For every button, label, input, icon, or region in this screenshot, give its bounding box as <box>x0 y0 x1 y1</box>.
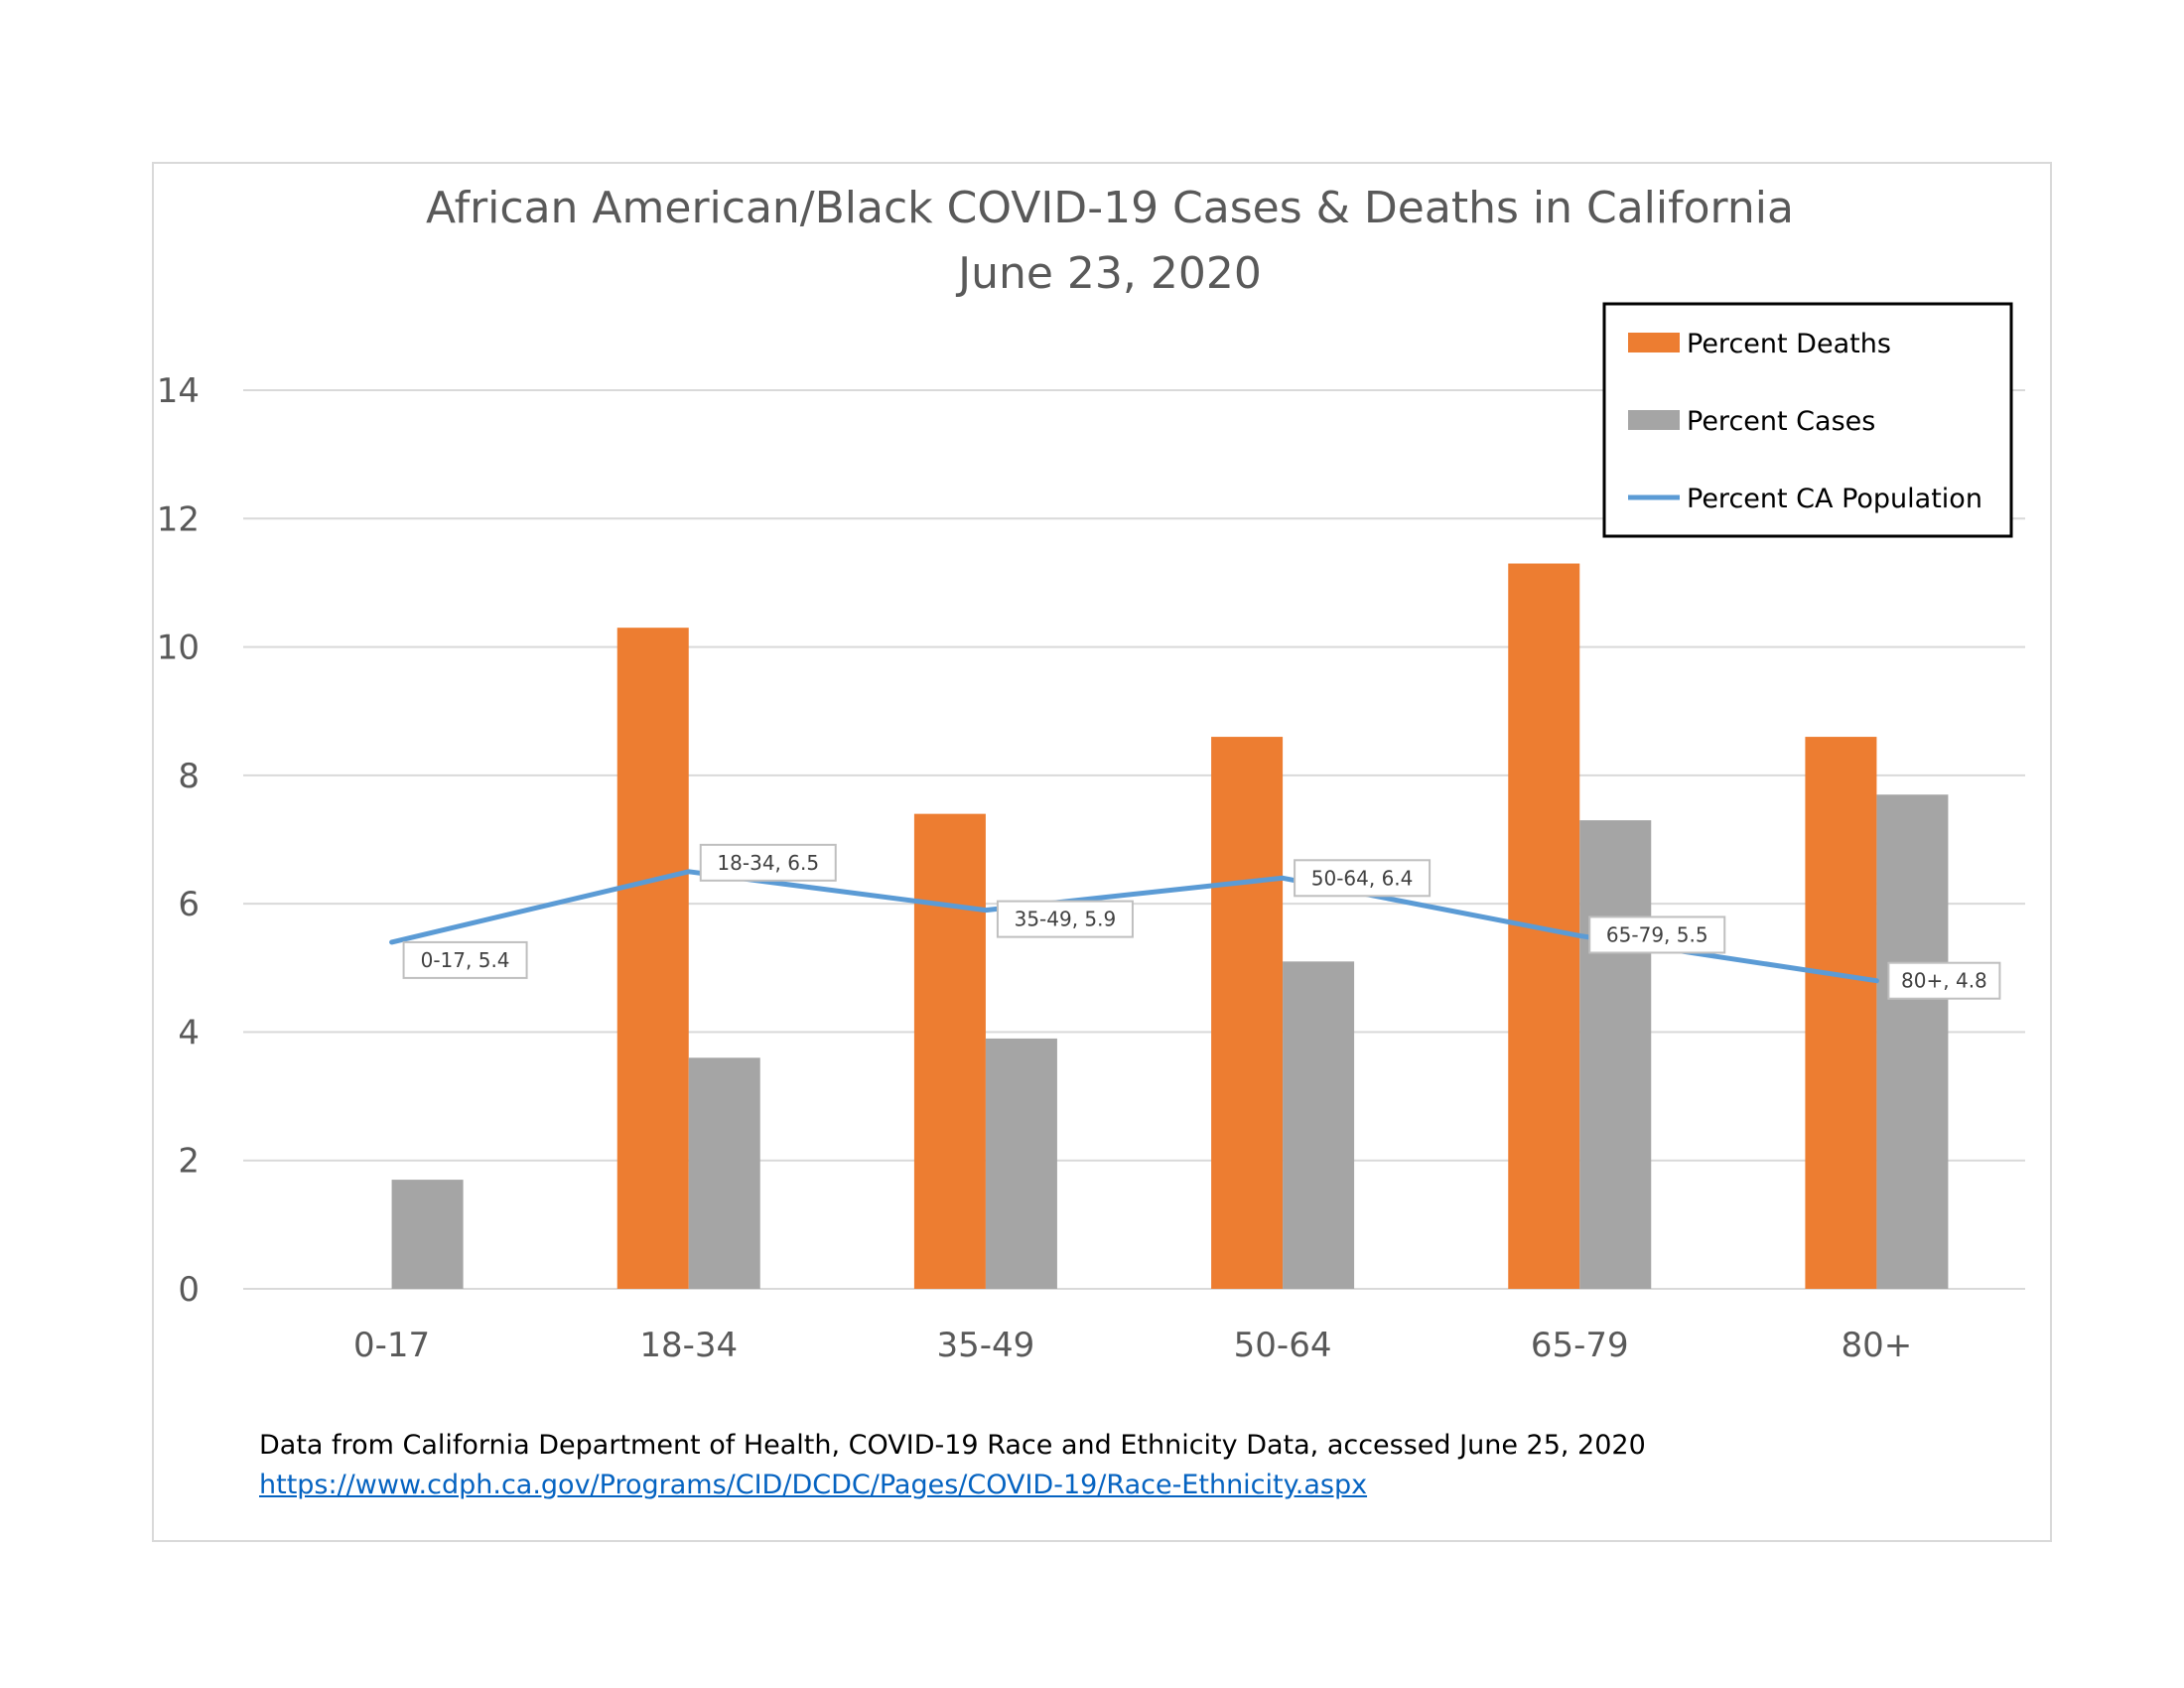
legend-label: Percent CA Population <box>1687 484 1982 514</box>
y-tick-label: 0 <box>178 1270 200 1310</box>
bar-percent-cases <box>1579 820 1652 1289</box>
y-tick-label: 8 <box>178 757 200 796</box>
y-tick-label: 14 <box>157 371 200 411</box>
bar-percent-deaths <box>1805 737 1877 1289</box>
bar-percent-deaths <box>913 813 986 1289</box>
data-label-box <box>996 900 1134 938</box>
x-tick-label: 80+ <box>1842 1326 1913 1365</box>
y-tick-label: 4 <box>178 1013 200 1053</box>
x-tick-label: 18-34 <box>639 1326 738 1365</box>
data-label: 65-79, 5.5 <box>1588 915 1726 954</box>
data-label-box <box>1887 961 2001 1000</box>
data-label-text: 65-79, 5.5 <box>1606 922 1708 946</box>
data-label-text: 35-49, 5.9 <box>1015 908 1117 931</box>
bar-percent-cases <box>1283 961 1355 1289</box>
bar-percent-cases <box>1876 794 1949 1289</box>
x-tick-label: 0-17 <box>353 1326 430 1365</box>
bar-percent-cases <box>688 1057 760 1289</box>
y-tick-label: 2 <box>178 1142 200 1182</box>
source-note: Data from California Department of Healt… <box>259 1430 1646 1461</box>
y-tick-label: 10 <box>157 629 200 668</box>
data-label-box <box>1294 859 1432 898</box>
data-label-box <box>402 940 528 979</box>
legend-swatch <box>1628 410 1680 430</box>
data-label: 18-34, 6.5 <box>699 843 837 882</box>
x-tick-label: 65-79 <box>1531 1326 1629 1365</box>
data-label: 0-17, 5.4 <box>402 940 528 979</box>
data-label-text: 18-34, 6.5 <box>717 851 819 875</box>
data-label: 80+, 4.8 <box>1887 961 2001 1000</box>
legend-label: Percent Cases <box>1687 406 1875 437</box>
data-label-text: 80+, 4.8 <box>1901 969 1987 993</box>
bar-percent-cases <box>391 1180 464 1289</box>
data-label-text: 0-17, 5.4 <box>421 948 510 972</box>
y-tick-label: 6 <box>178 885 200 924</box>
data-label: 35-49, 5.9 <box>996 900 1134 938</box>
data-label-box <box>699 843 837 882</box>
bar-percent-deaths <box>1211 737 1284 1289</box>
chart-subtitle: June 23, 2020 <box>955 248 1262 299</box>
bar-percent-cases <box>985 1038 1057 1289</box>
legend-swatch <box>1628 333 1680 352</box>
data-label: 50-64, 6.4 <box>1294 859 1432 898</box>
chart-frame <box>152 162 2052 1542</box>
chart-title: African American/Black COVID-19 Cases & … <box>426 183 1794 233</box>
y-tick-label: 12 <box>157 499 200 539</box>
legend-label: Percent Deaths <box>1687 329 1891 359</box>
bar-percent-deaths <box>616 628 689 1289</box>
data-label-box <box>1588 915 1726 954</box>
data-label-text: 50-64, 6.4 <box>1311 866 1414 890</box>
source-link[interactable]: https://www.cdph.ca.gov/Programs/CID/DCD… <box>259 1470 1368 1500</box>
x-tick-label: 35-49 <box>937 1326 1035 1365</box>
x-tick-label: 50-64 <box>1234 1326 1332 1365</box>
